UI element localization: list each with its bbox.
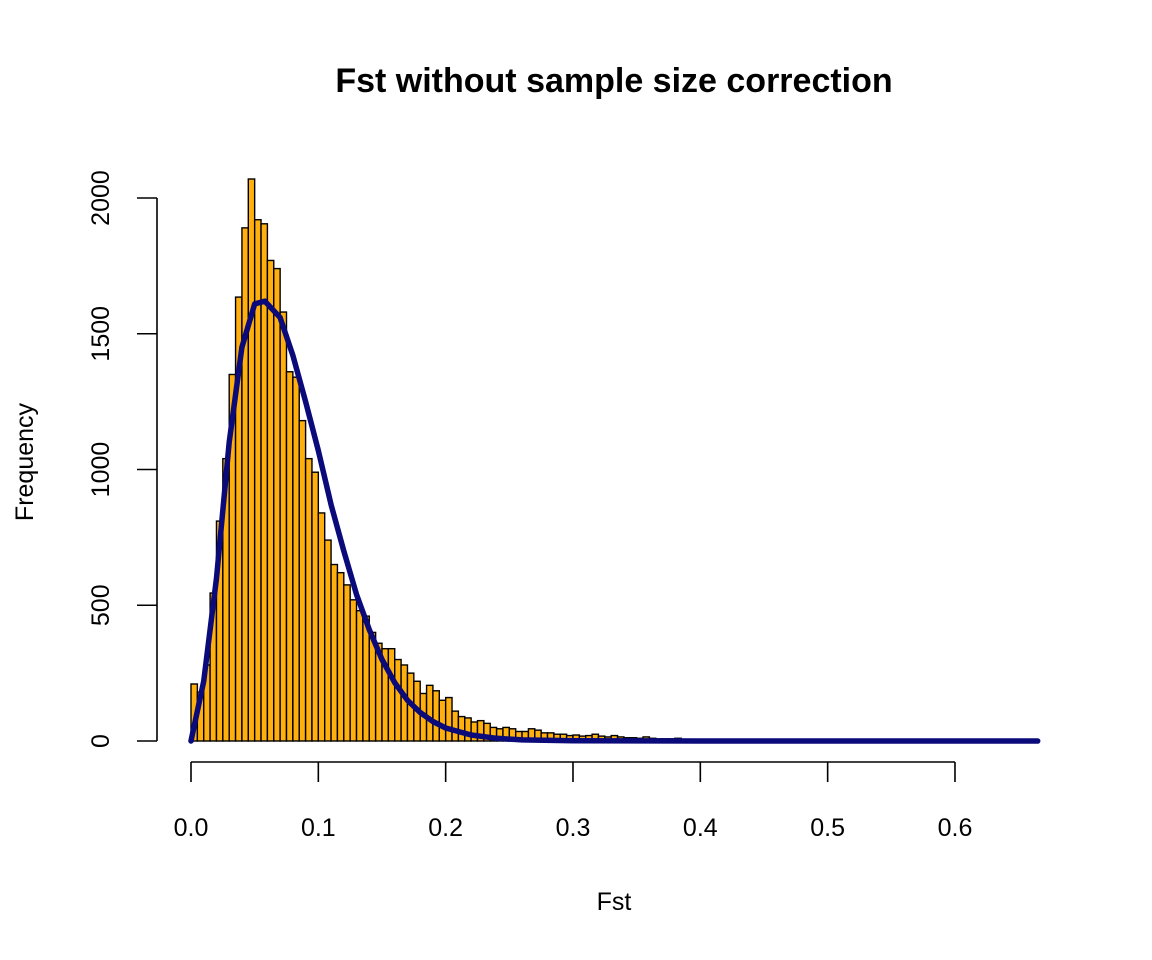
x-axis-label: Fst	[597, 888, 632, 916]
histogram-bar	[451, 710, 460, 742]
x-tick-label: 0.2	[428, 814, 463, 842]
x-tick-label: 0.1	[301, 814, 336, 842]
x-tick-label: 0.3	[556, 814, 591, 842]
x-tick-label: 0.4	[683, 814, 718, 842]
histogram-bar	[444, 696, 453, 742]
histogram-bar	[266, 259, 275, 742]
density-curve	[188, 298, 1041, 744]
x-axis: 0.0 0.1 0.2 0.3 0.4 0.5 0.6	[174, 761, 973, 842]
histogram-bar	[432, 690, 440, 742]
histogram-bar	[349, 599, 358, 742]
y-axis: 0 500 1000 1500 2000	[87, 170, 158, 748]
histogram-bar	[253, 219, 262, 742]
histogram-bar	[343, 584, 351, 742]
y-axis-label: Frequency	[11, 402, 39, 521]
histogram-bar	[285, 371, 294, 742]
x-tick-label: 0.0	[174, 814, 209, 842]
histogram-bar	[336, 571, 345, 742]
y-tick-label: 1000	[87, 442, 115, 498]
histogram-bar	[304, 457, 313, 742]
histogram-bar	[241, 227, 249, 742]
histogram-bar	[387, 647, 396, 742]
histogram-bar	[394, 658, 402, 742]
y-tick-label: 500	[87, 584, 115, 626]
histogram-bar	[425, 684, 434, 742]
histogram-bar	[279, 311, 288, 742]
y-tick-label: 0	[87, 734, 115, 748]
histogram-bar	[317, 512, 326, 742]
histogram-bar	[273, 267, 281, 742]
histogram-bar	[362, 615, 370, 742]
chart-title: Fst without sample size correction	[335, 62, 892, 100]
histogram-bar	[457, 715, 466, 742]
histogram-bar	[292, 376, 300, 742]
y-tick-label: 1500	[87, 306, 115, 362]
histogram-bar	[330, 563, 339, 742]
histogram-bar	[438, 699, 447, 742]
histogram-bar	[298, 419, 307, 742]
bars-group	[190, 178, 886, 742]
x-tick-label: 0.5	[810, 814, 845, 842]
histogram-bar	[355, 609, 364, 742]
y-tick-label: 2000	[87, 170, 115, 226]
x-tick-label: 0.6	[938, 814, 973, 842]
histogram-bar	[311, 471, 320, 742]
histogram-bar	[323, 539, 332, 742]
histogram-bar	[247, 178, 256, 742]
